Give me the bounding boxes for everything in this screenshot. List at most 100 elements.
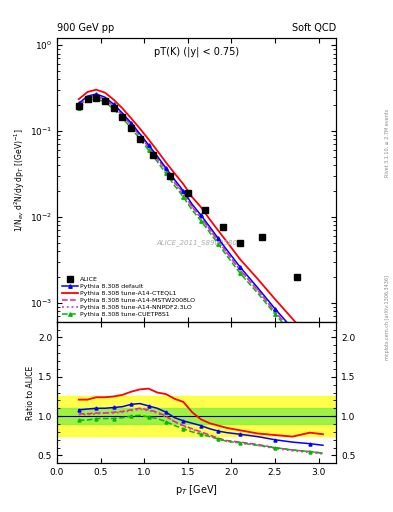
Pythia 8.308 default xyxy=(255,285,260,291)
ALICE xyxy=(129,125,134,131)
Pythia 8.308 tune-A14-MSTW2008LO xyxy=(225,250,230,256)
Pythia 8.308 tune-A14-CTEQL1 xyxy=(307,335,312,341)
Pythia 8.308 tune-CUETP8S1 xyxy=(255,290,260,296)
Pythia 8.308 default xyxy=(198,212,203,218)
ALICE xyxy=(138,136,142,142)
ALICE xyxy=(151,153,155,159)
ALICE xyxy=(76,103,81,109)
ALICE xyxy=(120,114,125,120)
Pythia 8.308 tune-A14-CTEQL1 xyxy=(155,147,160,154)
Pythia 8.308 tune-CUETP8S1 xyxy=(163,170,168,177)
Pythia 8.308 tune-A14-NNPDF2.3LO xyxy=(216,238,220,244)
Pythia 8.308 default xyxy=(207,224,212,230)
Pythia 8.308 tune-A14-NNPDF2.3LO xyxy=(307,348,312,354)
Pythia 8.308 tune-CUETP8S1 xyxy=(190,207,195,213)
Pythia 8.308 tune-CUETP8S1 xyxy=(198,218,203,224)
Pythia 8.308 tune-A14-CTEQL1 xyxy=(290,316,295,322)
Pythia 8.308 tune-A14-MSTW2008LO xyxy=(290,329,295,335)
Pythia 8.308 tune-CUETP8S1 xyxy=(290,331,295,337)
Pythia 8.308 tune-CUETP8S1 xyxy=(94,96,99,102)
Pythia 8.308 tune-A14-MSTW2008LO xyxy=(173,180,177,186)
Pythia 8.308 tune-A14-NNPDF2.3LO xyxy=(103,96,107,102)
ALICE xyxy=(103,98,107,104)
Pythia 8.308 tune-A14-NNPDF2.3LO xyxy=(85,95,90,101)
Pythia 8.308 tune-A14-NNPDF2.3LO xyxy=(290,329,295,335)
Pythia 8.308 tune-CUETP8S1 xyxy=(173,183,177,189)
Line: Pythia 8.308 tune-A14-NNPDF2.3LO: Pythia 8.308 tune-A14-NNPDF2.3LO xyxy=(79,96,323,369)
Pythia 8.308 tune-A14-CTEQL1 xyxy=(129,115,134,121)
Pythia 8.308 tune-A14-CTEQL1 xyxy=(321,353,325,359)
Text: 900 GeV pp: 900 GeV pp xyxy=(57,23,114,33)
Pythia 8.308 tune-A14-MSTW2008LO xyxy=(273,308,277,314)
Pythia 8.308 tune-A14-NNPDF2.3LO xyxy=(198,215,203,221)
Pythia 8.308 tune-A14-NNPDF2.3LO xyxy=(111,103,116,110)
Pythia 8.308 tune-CUETP8S1 xyxy=(146,147,151,153)
Pythia 8.308 tune-CUETP8S1 xyxy=(216,241,220,247)
Pythia 8.308 tune-A14-CTEQL1 xyxy=(198,204,203,210)
Pythia 8.308 tune-A14-NNPDF2.3LO xyxy=(207,226,212,232)
Pythia 8.308 tune-A14-CTEQL1 xyxy=(76,96,81,102)
Pythia 8.308 tune-CUETP8S1 xyxy=(120,115,125,121)
Y-axis label: Ratio to ALICE: Ratio to ALICE xyxy=(26,366,35,420)
Pythia 8.308 tune-CUETP8S1 xyxy=(181,194,186,200)
Pythia 8.308 default xyxy=(103,94,107,100)
Line: Pythia 8.308 tune-CUETP8S1: Pythia 8.308 tune-CUETP8S1 xyxy=(77,97,325,373)
Pythia 8.308 default xyxy=(216,236,220,242)
Pythia 8.308 tune-A14-MSTW2008LO xyxy=(255,287,260,293)
Pythia 8.308 tune-CUETP8S1 xyxy=(85,98,90,104)
Pythia 8.308 tune-A14-MSTW2008LO xyxy=(103,96,107,102)
Pythia 8.308 default xyxy=(290,326,295,332)
Pythia 8.308 tune-A14-NNPDF2.3LO xyxy=(173,180,177,186)
Pythia 8.308 tune-A14-CTEQL1 xyxy=(225,239,230,245)
Pythia 8.308 tune-A14-CTEQL1 xyxy=(103,90,107,96)
Pythia 8.308 tune-A14-NNPDF2.3LO xyxy=(138,133,142,139)
Pythia 8.308 tune-A14-NNPDF2.3LO xyxy=(190,204,195,210)
Pythia 8.308 tune-A14-NNPDF2.3LO xyxy=(94,93,99,99)
Pythia 8.308 tune-A14-MSTW2008LO xyxy=(207,226,212,232)
Pythia 8.308 tune-A14-CTEQL1 xyxy=(273,296,277,302)
Pythia 8.308 tune-A14-CTEQL1 xyxy=(163,159,168,165)
Pythia 8.308 default xyxy=(273,306,277,312)
Line: Pythia 8.308 default: Pythia 8.308 default xyxy=(77,92,325,368)
ALICE xyxy=(185,190,190,196)
Pythia 8.308 tune-A14-CTEQL1 xyxy=(190,194,195,200)
ALICE xyxy=(168,173,173,179)
Pythia 8.308 tune-A14-CTEQL1 xyxy=(94,87,99,93)
Pythia 8.308 tune-A14-NNPDF2.3LO xyxy=(163,167,168,173)
Pythia 8.308 default xyxy=(307,345,312,351)
ALICE xyxy=(238,240,242,246)
Pythia 8.308 default xyxy=(138,131,142,137)
Text: Soft QCD: Soft QCD xyxy=(292,23,336,33)
Pythia 8.308 tune-A14-NNPDF2.3LO xyxy=(76,102,81,109)
Pythia 8.308 tune-A14-NNPDF2.3LO xyxy=(255,287,260,293)
Pythia 8.308 default xyxy=(163,165,168,171)
Pythia 8.308 tune-A14-MSTW2008LO xyxy=(76,102,81,108)
Pythia 8.308 tune-A14-NNPDF2.3LO xyxy=(225,250,230,256)
Pythia 8.308 tune-A14-CTEQL1 xyxy=(146,136,151,142)
Pythia 8.308 tune-A14-NNPDF2.3LO xyxy=(120,112,125,118)
Pythia 8.308 default xyxy=(146,142,151,148)
Pythia 8.308 default xyxy=(190,201,195,207)
Pythia 8.308 tune-A14-NNPDF2.3LO xyxy=(273,309,277,315)
Pythia 8.308 tune-A14-CTEQL1 xyxy=(181,181,186,187)
Pythia 8.308 default xyxy=(94,91,99,97)
Text: pT(K) (|y| < 0.75): pT(K) (|y| < 0.75) xyxy=(154,47,239,57)
ALICE xyxy=(85,96,90,102)
X-axis label: p$_T$ [GeV]: p$_T$ [GeV] xyxy=(175,483,218,497)
Pythia 8.308 default xyxy=(129,120,134,126)
Pythia 8.308 tune-A14-MSTW2008LO xyxy=(307,347,312,353)
Pythia 8.308 tune-A14-MSTW2008LO xyxy=(120,112,125,118)
Pythia 8.308 default xyxy=(111,101,116,108)
Legend: ALICE, Pythia 8.308 default, Pythia 8.308 tune-A14-CTEQL1, Pythia 8.308 tune-A14: ALICE, Pythia 8.308 default, Pythia 8.30… xyxy=(60,275,197,318)
Pythia 8.308 default xyxy=(225,247,230,253)
Pythia 8.308 default xyxy=(155,153,160,159)
Pythia 8.308 tune-A14-MSTW2008LO xyxy=(198,215,203,221)
Pythia 8.308 tune-A14-MSTW2008LO xyxy=(163,167,168,173)
Pythia 8.308 tune-A14-MSTW2008LO xyxy=(94,93,99,99)
Pythia 8.308 default xyxy=(321,364,325,370)
Pythia 8.308 tune-CUETP8S1 xyxy=(225,253,230,259)
Pythia 8.308 tune-A14-CTEQL1 xyxy=(120,105,125,112)
Pythia 8.308 tune-A14-CTEQL1 xyxy=(111,97,116,103)
Pythia 8.308 tune-A14-NNPDF2.3LO xyxy=(155,156,160,162)
Pythia 8.308 default xyxy=(120,110,125,116)
